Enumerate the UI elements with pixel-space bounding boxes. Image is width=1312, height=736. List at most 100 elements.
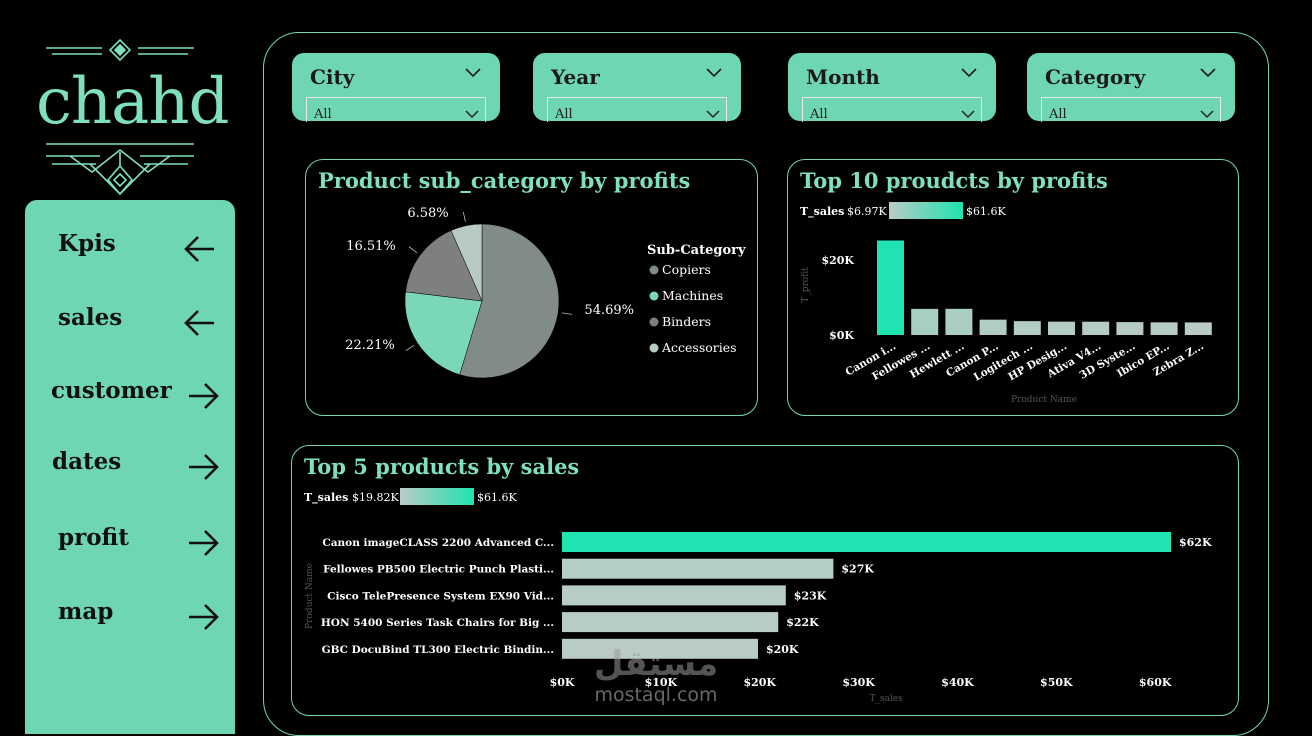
bar <box>979 319 1007 335</box>
pie-leader-line <box>408 246 418 254</box>
pie-slice <box>459 223 560 379</box>
pie-legend-title: Sub-Category <box>647 243 746 258</box>
logo-text: chahd <box>36 65 229 139</box>
pie-legend-swatch <box>649 343 659 353</box>
slicer-dropdown[interactable]: All <box>306 97 486 122</box>
gradient-legend-bar <box>400 488 474 505</box>
slicer-title: City <box>310 65 355 89</box>
pie-chart-title: Product sub_category by profits <box>318 168 691 193</box>
sidebar-item-label: profit <box>58 524 129 551</box>
y-tick-label: Cisco TelePresence System EX90 Vid... <box>327 590 554 602</box>
arrow-right-icon <box>189 383 219 409</box>
chevron-down-icon <box>465 110 479 119</box>
pie-data-label: 16.51% <box>346 239 396 254</box>
x-tick-label: $50K <box>1040 676 1073 689</box>
pie-data-label: 22.21% <box>345 338 395 353</box>
top10-bar-chart: T_sales $6.97K $61.6K$0K$20KT_profitCanon … <box>800 202 1212 405</box>
pie-slice <box>404 291 483 375</box>
data-label: $62K <box>1179 536 1212 549</box>
sidebar-nav: Kpis sales customer dates profit map <box>25 200 235 734</box>
x-axis-title: Product Name <box>1011 395 1077 405</box>
sidebar-item-label: sales <box>58 304 123 331</box>
x-tick-label: $20K <box>743 676 776 689</box>
sidebar-item-label: Kpis <box>58 230 116 257</box>
bar <box>1184 322 1212 335</box>
pie-chart: 54.69% 22.21% 16.51% 6.58% Sub-Category Copie… <box>345 206 746 379</box>
bar <box>1082 321 1110 335</box>
chevron-down-icon <box>961 110 975 119</box>
x-tick-label: $10K <box>645 676 678 689</box>
pie-leader-line <box>405 344 415 352</box>
slicer-city[interactable]: City All <box>292 53 500 122</box>
chevron-down-icon <box>706 110 720 119</box>
y-tick-label: $0K <box>829 329 854 342</box>
sidebar-item-kpis[interactable]: Kpis <box>25 225 235 275</box>
pie-leader-line <box>562 312 573 315</box>
bar <box>1150 322 1178 335</box>
gradient-legend-bar <box>889 202 963 219</box>
x-tick-label: $60K <box>1139 676 1172 689</box>
sidebar-item-customer[interactable]: customer <box>25 372 235 422</box>
y-tick-label: Fellowes PB500 Electric Punch Plasti... <box>323 564 554 576</box>
bar <box>562 612 779 633</box>
chevron-down-icon[interactable] <box>960 67 978 79</box>
slicer-dropdown[interactable]: All <box>1041 97 1221 122</box>
top10-chart-title: Top 10 proudcts by profits <box>800 168 1108 193</box>
sidebar-item-sales[interactable]: sales <box>25 299 235 349</box>
slicer-category[interactable]: Category All <box>1027 53 1235 122</box>
pie-slice <box>405 230 483 302</box>
sidebar-item-label: map <box>58 598 114 625</box>
pie-leader-line <box>462 211 466 222</box>
sidebar-item-dates[interactable]: dates <box>25 443 235 493</box>
data-label: $22K <box>786 616 819 629</box>
pie-legend-swatch <box>649 317 659 327</box>
arrow-right-icon <box>189 530 219 556</box>
bar <box>562 585 786 606</box>
data-label: $23K <box>794 589 827 602</box>
legend-title: T_sales <box>304 491 348 505</box>
arrow-right-icon <box>189 454 219 480</box>
chevron-down-icon[interactable] <box>464 67 482 79</box>
pie-slice <box>450 223 483 302</box>
slicer-month[interactable]: Month All <box>788 53 996 122</box>
pie-legend-label: Binders <box>662 314 711 329</box>
pie-legend-swatch <box>649 265 659 275</box>
data-label: $20K <box>766 643 799 656</box>
watermark-arabic: مستقل <box>593 644 719 684</box>
slicer-title: Month <box>806 65 880 89</box>
watermark: مستقل mostaql.com <box>575 644 737 710</box>
slicer-title: Category <box>1045 65 1146 89</box>
sidebar-item-map[interactable]: map <box>25 593 235 643</box>
y-axis-title: T_profit <box>801 267 811 303</box>
x-tick-label: $30K <box>842 676 875 689</box>
y-axis-title: Product Name <box>305 563 315 629</box>
legend-title: T_sales <box>800 205 844 219</box>
slicer-year[interactable]: Year All <box>533 53 741 122</box>
bar <box>1013 321 1041 335</box>
top10-chart-panel: Top 10 proudcts by profits T_sales $6.97K… <box>787 159 1239 416</box>
x-tick-label: $40K <box>941 676 974 689</box>
chevron-down-icon <box>1200 110 1214 119</box>
slicer-dropdown[interactable]: All <box>802 97 982 122</box>
slicer-value: All <box>555 107 573 122</box>
slicer-dropdown[interactable]: All <box>547 97 727 122</box>
top5-chart-title: Top 5 products by sales <box>304 454 580 479</box>
y-tick-label: GBC DocuBind TL300 Electric Bindin... <box>322 644 554 656</box>
pie-chart-panel: Product sub_category by profits 54.69% 22… <box>305 159 758 416</box>
legend-max: $61.6K <box>966 205 1006 218</box>
x-tick-label: $0K <box>550 676 575 689</box>
legend-min: $19.82K <box>352 491 399 504</box>
data-label: $27K <box>841 563 874 576</box>
bar <box>562 558 834 579</box>
slicer-title: Year <box>551 65 600 89</box>
logo-ornament <box>46 38 194 196</box>
chevron-down-icon[interactable] <box>705 67 723 79</box>
legend-max: $61.6K <box>477 491 517 504</box>
sidebar-item-profit[interactable]: profit <box>25 519 235 569</box>
slicer-value: All <box>1049 107 1067 122</box>
pie-data-label: 6.58% <box>407 206 448 221</box>
chevron-down-icon[interactable] <box>1199 67 1217 79</box>
bar <box>1116 322 1144 335</box>
bar <box>562 638 758 659</box>
y-tick-label: Canon imageCLASS 2200 Advanced C... <box>322 537 554 549</box>
